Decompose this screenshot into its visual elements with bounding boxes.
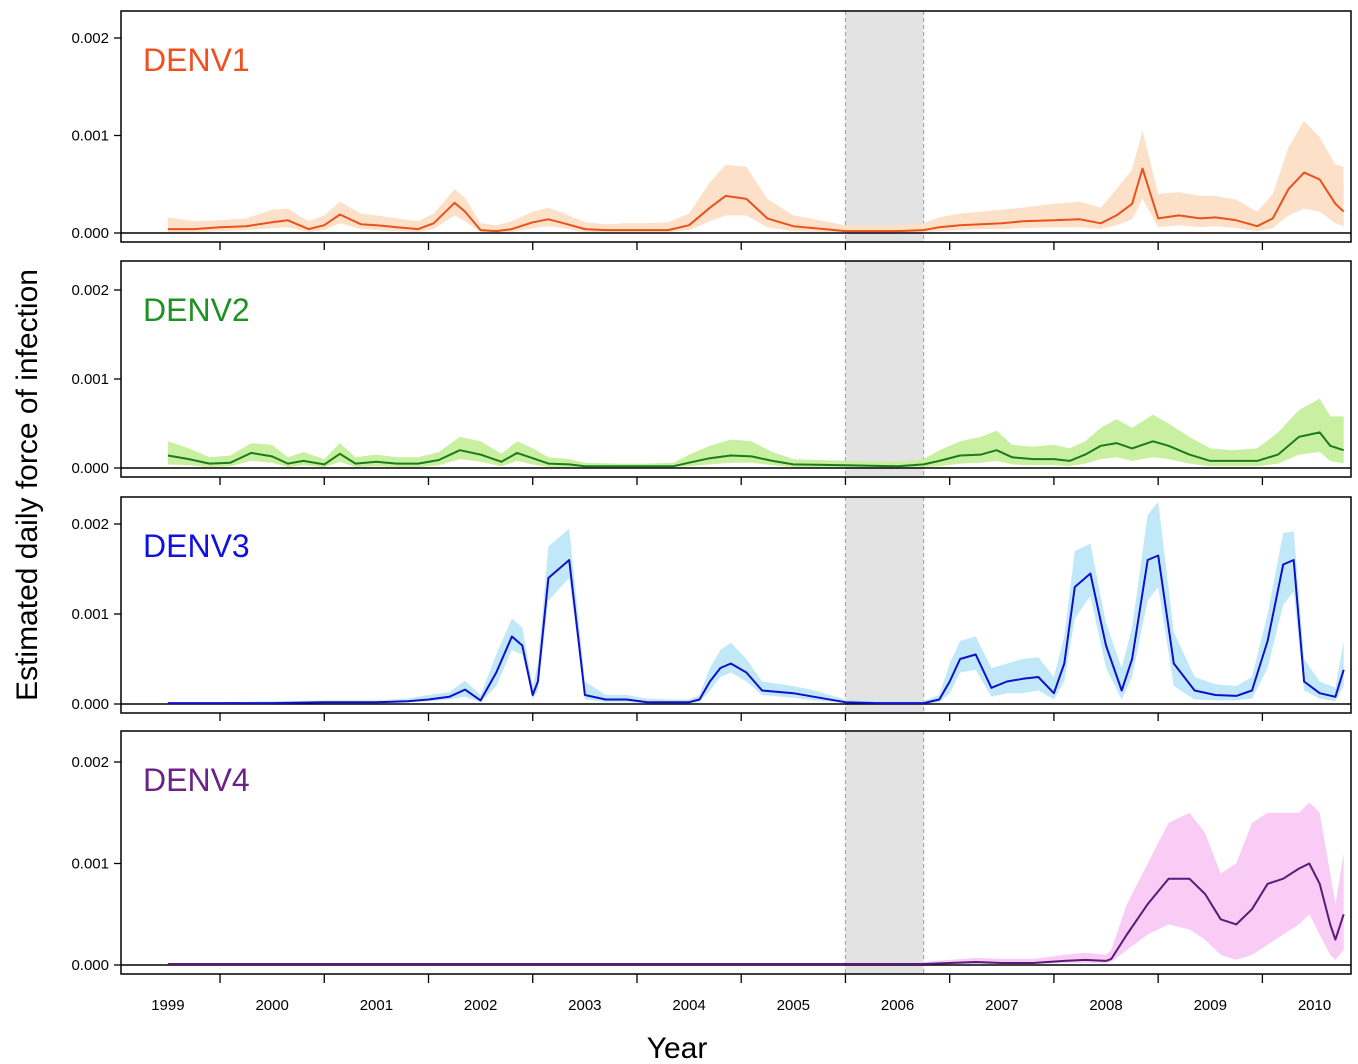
mean-line [167,862,1345,965]
x-tick-label: 2005 [777,997,810,1014]
x-tick-label: 2000 [255,997,288,1014]
y-tick-label: 0.001 [71,856,109,873]
mean-line [167,431,1345,468]
panel-denv3: 0.000 0.001 0.002 DENV3 [71,496,1352,721]
x-tick-label: 2004 [672,997,705,1014]
confidence-band [167,120,1344,232]
y-tick-label: 0.000 [71,225,109,242]
gap-shade [845,497,924,713]
mean-line [167,554,1345,705]
x-tick-label: 2007 [985,997,1018,1014]
y-tick-label: 0.001 [71,371,109,388]
y-tick-label: 0.002 [71,516,109,533]
panel-frame [120,496,1352,714]
y-tick-label: 0.000 [71,957,109,974]
gap-shade [845,731,924,974]
y-tick-label: 0.002 [71,282,109,299]
serotype-label: DENV4 [143,762,250,798]
panel-frame [120,260,1352,478]
gap-shade [845,11,924,242]
serotype-label: DENV1 [143,42,250,78]
y-axis-label: Estimated daily force of infection [11,269,44,701]
gap-shade [845,261,924,477]
y-tick-label: 0.002 [71,754,109,771]
y-tick-label: 0.000 [71,460,109,477]
panel-denv4: 0.000 0.001 0.002 DENV4 [71,730,1352,975]
mean-line [167,167,1345,233]
panel-denv1: 0.000 0.001 0.002 DENV1 [71,10,1352,250]
x-axis: 1999 2000 2001 2002 2003 2004 2005 2006 2007 2008… [151,974,1331,1014]
x-tick-label: 2009 [1194,997,1227,1014]
panels: 0.000 0.001 0.002 DENV1 0.000 0.001 0.002 DENV2… [71,10,1352,975]
x-tick-label: 2008 [1089,997,1122,1014]
x-axis-label: Year [647,1032,708,1064]
y-tick-label: 0.001 [71,606,109,623]
panel-frame [120,10,1352,243]
x-tick-label: 2010 [1298,997,1331,1014]
x-tick-label: 2001 [360,997,393,1014]
panel-frame [120,730,1352,975]
serotype-label: DENV3 [143,528,250,564]
panel-denv2: 0.000 0.001 0.002 DENV2 [71,260,1352,485]
confidence-band [167,802,1344,965]
y-tick-label: 0.000 [71,696,109,713]
y-tick-label: 0.002 [71,30,109,47]
y-tick-label: 0.001 [71,128,109,145]
x-tick-label: 2002 [464,997,497,1014]
x-tick-label: 2003 [568,997,601,1014]
serotype-label: DENV2 [143,292,250,328]
x-tick-label: 2006 [881,997,914,1014]
confidence-band [167,501,1344,704]
x-tick-label: 1999 [151,997,184,1014]
